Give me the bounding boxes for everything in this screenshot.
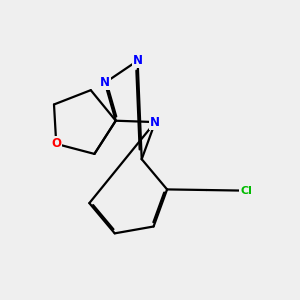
Text: N: N	[150, 116, 160, 129]
Text: N: N	[100, 76, 110, 89]
Text: N: N	[133, 54, 142, 67]
Text: O: O	[51, 137, 61, 150]
Text: Cl: Cl	[240, 186, 252, 196]
